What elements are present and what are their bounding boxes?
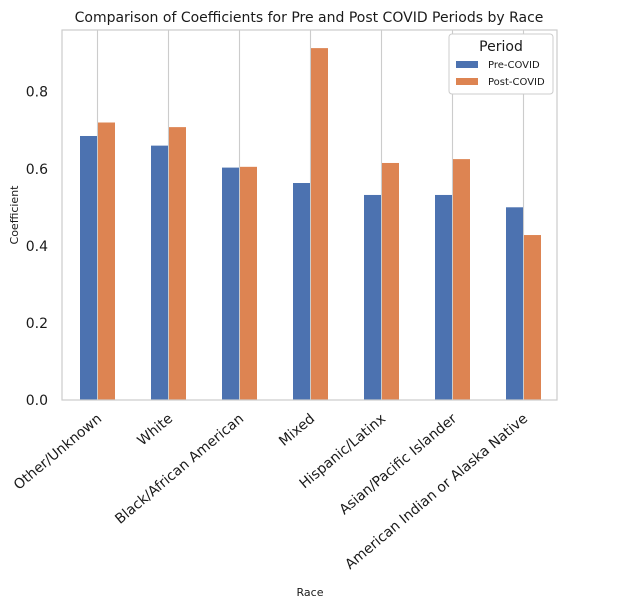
- y-tick-label: 0.8: [26, 85, 48, 101]
- y-tick-label: 0.6: [26, 162, 48, 178]
- y-tick-label: 0.0: [26, 393, 48, 409]
- bar-pre-covid-white: [151, 145, 168, 400]
- bar-post-covid-white: [169, 127, 186, 400]
- x-tick-label: Asian/Pacific Islander: [336, 411, 460, 518]
- x-tick-label: Black/African American: [112, 411, 247, 528]
- x-axis-label: Race: [297, 586, 324, 599]
- bar-pre-covid-american-indian-or-alaska-native: [506, 207, 523, 400]
- legend-swatch-post-covid: [456, 78, 478, 85]
- bar-pre-covid-other-unknown: [80, 135, 97, 401]
- bar-post-covid-black-african-american: [240, 166, 257, 400]
- legend-title: Period: [479, 39, 523, 55]
- bar-post-covid-other-unknown: [98, 122, 115, 400]
- y-axis-label: Coefficient: [8, 185, 21, 245]
- x-tick-label: Other/Unknown: [11, 411, 105, 494]
- x-tick-label: Mixed: [276, 411, 318, 450]
- plot-frame: [61, 29, 558, 401]
- legend: Period Pre-COVID Post-COVID: [448, 33, 554, 95]
- legend-label-pre-covid: Pre-COVID: [488, 60, 540, 71]
- x-tick-label: White: [135, 411, 176, 449]
- legend-swatch-pre-covid: [456, 61, 478, 68]
- bar-pre-covid-mixed: [293, 183, 310, 400]
- bar-pre-covid-hispanic-latinx: [364, 194, 381, 400]
- bar-post-covid-mixed: [311, 48, 328, 400]
- bar-post-covid-american-indian-or-alaska-native: [524, 235, 541, 400]
- y-tick-label: 0.2: [26, 316, 48, 332]
- bar-post-covid-asian-pacific-islander: [453, 159, 470, 400]
- bar-pre-covid-black-african-american: [222, 167, 239, 400]
- bar-pre-covid-asian-pacific-islander: [435, 194, 452, 400]
- y-tick-label: 0.4: [26, 239, 48, 255]
- legend-label-post-covid: Post-COVID: [488, 77, 545, 88]
- bar-post-covid-hispanic-latinx: [382, 162, 399, 400]
- chart-title: Comparison of Coefficients for Pre and P…: [75, 10, 544, 26]
